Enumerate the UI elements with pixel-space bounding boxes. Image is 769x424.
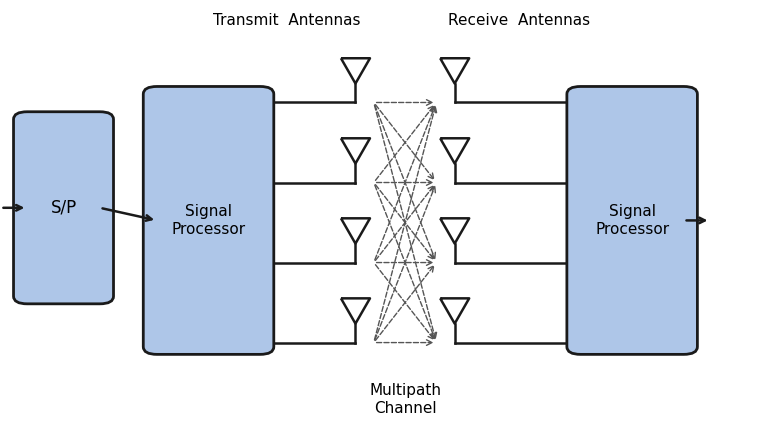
FancyBboxPatch shape [14,112,114,304]
FancyBboxPatch shape [567,86,697,354]
Text: S/P: S/P [51,199,77,217]
Text: Signal
Processor: Signal Processor [595,204,669,237]
Text: Transmit  Antennas: Transmit Antennas [213,13,361,28]
Text: Signal
Processor: Signal Processor [171,204,245,237]
Text: Receive  Antennas: Receive Antennas [448,13,591,28]
Text: Multipath
Channel: Multipath Channel [369,383,441,416]
FancyBboxPatch shape [143,86,274,354]
